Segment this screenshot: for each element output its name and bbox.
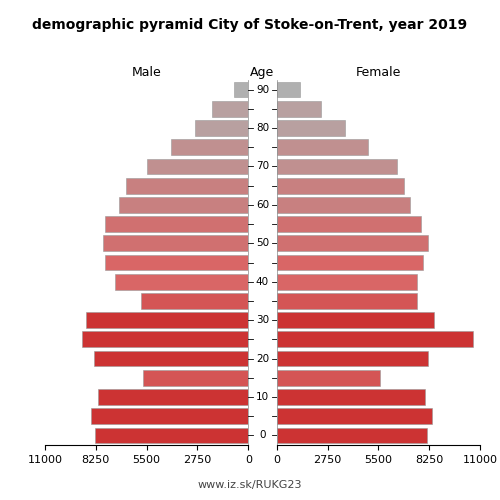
Bar — [276, 178, 404, 194]
Bar — [170, 140, 248, 155]
Bar — [276, 216, 421, 232]
Bar — [276, 82, 300, 98]
Bar — [276, 370, 380, 386]
Bar — [276, 312, 434, 328]
Bar — [146, 158, 248, 174]
Bar — [276, 158, 397, 174]
Bar — [276, 408, 432, 424]
Bar — [276, 101, 321, 116]
Bar — [86, 312, 248, 328]
Bar — [105, 216, 249, 232]
Bar — [212, 101, 248, 116]
Bar — [276, 254, 422, 270]
Text: 50: 50 — [256, 238, 269, 248]
Title: Male: Male — [132, 66, 162, 79]
Bar — [95, 428, 248, 444]
Title: Female: Female — [356, 66, 401, 79]
Bar — [94, 350, 248, 366]
Bar — [115, 274, 248, 289]
Text: 60: 60 — [256, 200, 269, 210]
Title: Age: Age — [250, 66, 274, 79]
Text: 90: 90 — [256, 84, 269, 94]
Bar — [82, 332, 248, 347]
Bar — [234, 82, 248, 98]
Bar — [143, 370, 248, 386]
Text: 80: 80 — [256, 123, 269, 133]
Bar — [276, 274, 417, 289]
Text: 20: 20 — [256, 354, 269, 364]
Bar — [103, 236, 249, 251]
Bar — [119, 197, 248, 212]
Bar — [98, 389, 248, 405]
Bar — [276, 140, 368, 155]
Bar — [126, 178, 248, 194]
Text: demographic pyramid City of Stoke-on-Trent, year 2019: demographic pyramid City of Stoke-on-Tre… — [32, 18, 468, 32]
Bar — [276, 236, 428, 251]
Bar — [276, 197, 410, 212]
Text: 70: 70 — [256, 162, 269, 172]
Bar — [276, 120, 345, 136]
Bar — [141, 293, 248, 309]
Bar — [276, 428, 428, 444]
Bar — [105, 254, 249, 270]
Bar — [91, 408, 248, 424]
Bar — [276, 350, 428, 366]
Bar — [276, 332, 472, 347]
Text: 40: 40 — [256, 276, 269, 286]
Bar — [276, 389, 424, 405]
Bar — [276, 293, 417, 309]
Text: www.iz.sk/RUKG23: www.iz.sk/RUKG23 — [198, 480, 302, 490]
Text: 30: 30 — [256, 315, 269, 325]
Bar — [194, 120, 248, 136]
Text: 10: 10 — [256, 392, 269, 402]
Text: 0: 0 — [259, 430, 266, 440]
